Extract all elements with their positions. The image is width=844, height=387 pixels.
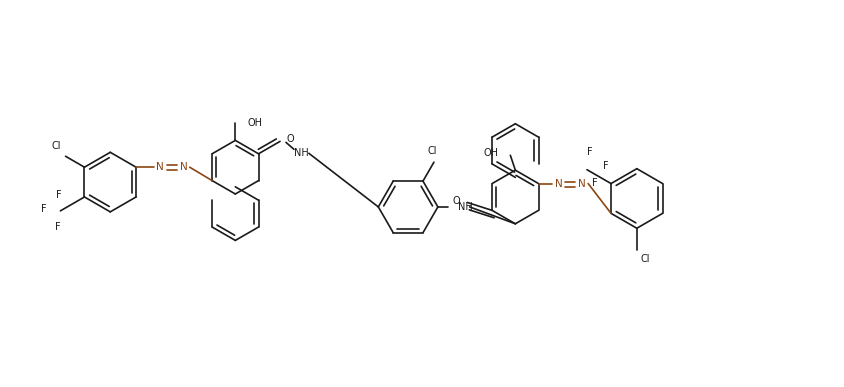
Text: N: N [578, 178, 586, 188]
Text: F: F [587, 147, 592, 157]
Text: F: F [41, 204, 46, 214]
Text: Cl: Cl [427, 146, 436, 156]
Text: OH: OH [484, 148, 499, 158]
Text: Cl: Cl [51, 141, 61, 151]
Text: N: N [156, 162, 164, 172]
Text: OH: OH [247, 118, 262, 127]
Text: Cl: Cl [641, 254, 650, 264]
Text: F: F [56, 190, 62, 200]
Text: O: O [452, 197, 460, 206]
Text: N: N [555, 178, 562, 188]
Text: N: N [180, 162, 187, 172]
Text: F: F [592, 178, 598, 188]
Text: F: F [603, 161, 609, 171]
Text: NH: NH [294, 148, 308, 158]
Text: F: F [55, 222, 60, 232]
Text: NH: NH [457, 202, 473, 212]
Text: O: O [287, 134, 295, 144]
